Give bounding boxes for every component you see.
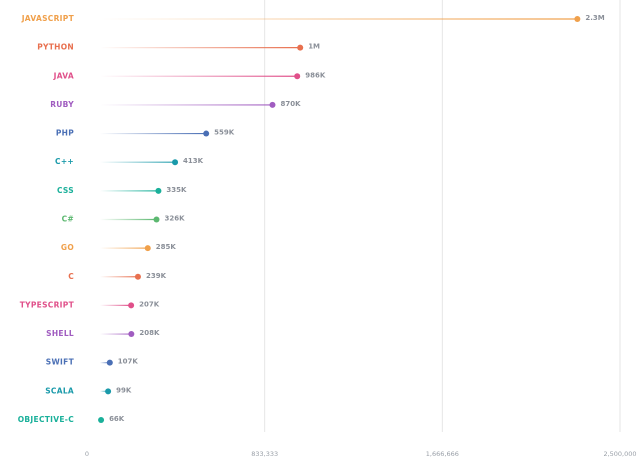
dot <box>144 245 151 252</box>
category-label: JAVASCRIPT <box>21 14 75 23</box>
value-label: 207K <box>139 300 160 308</box>
category-label: SCALA <box>45 386 74 395</box>
dot <box>203 130 210 137</box>
dot <box>269 101 276 108</box>
dot <box>98 416 105 423</box>
x-tick-label: 1,666,666 <box>426 450 459 458</box>
category-label: C# <box>62 214 74 223</box>
value-label: 208K <box>139 329 160 337</box>
value-label: 335K <box>166 186 187 194</box>
value-label: 285K <box>156 243 177 251</box>
dot <box>172 159 179 166</box>
category-label: TYPESCRIPT <box>20 300 75 309</box>
category-label: PHP <box>56 129 74 138</box>
value-label: 2.3M <box>585 14 604 22</box>
dot <box>106 359 113 366</box>
category-label: JAVA <box>53 71 74 80</box>
category-label: C++ <box>55 157 74 166</box>
dot <box>128 331 135 338</box>
value-label: 1M <box>308 43 320 51</box>
category-label: PYTHON <box>37 43 74 52</box>
dot <box>155 187 162 194</box>
value-label: 870K <box>280 100 301 108</box>
category-label: CSS <box>57 186 74 195</box>
dot <box>105 388 112 395</box>
value-label: 326K <box>165 214 186 222</box>
value-label: 986K <box>305 71 326 79</box>
x-tick-label: 0 <box>85 450 89 458</box>
dot <box>128 302 135 309</box>
category-label: SWIFT <box>46 358 75 367</box>
category-label: RUBY <box>50 100 74 109</box>
dot <box>134 273 141 280</box>
value-label: 107K <box>118 358 139 366</box>
value-label: 66K <box>109 415 125 423</box>
dot <box>297 44 304 51</box>
value-label: 413K <box>183 157 204 165</box>
value-label: 559K <box>214 129 235 137</box>
dot <box>294 73 301 80</box>
x-tick-label: 2,500,000 <box>603 450 636 458</box>
x-tick-label: 833,333 <box>251 450 278 458</box>
value-label: 99K <box>116 386 132 394</box>
category-label: OBJECTIVE-C <box>18 415 74 424</box>
category-label: C <box>68 272 74 281</box>
value-label: 239K <box>146 272 167 280</box>
category-label: SHELL <box>46 329 74 338</box>
dot <box>574 16 581 22</box>
category-label: GO <box>61 243 74 252</box>
dot <box>153 216 160 223</box>
